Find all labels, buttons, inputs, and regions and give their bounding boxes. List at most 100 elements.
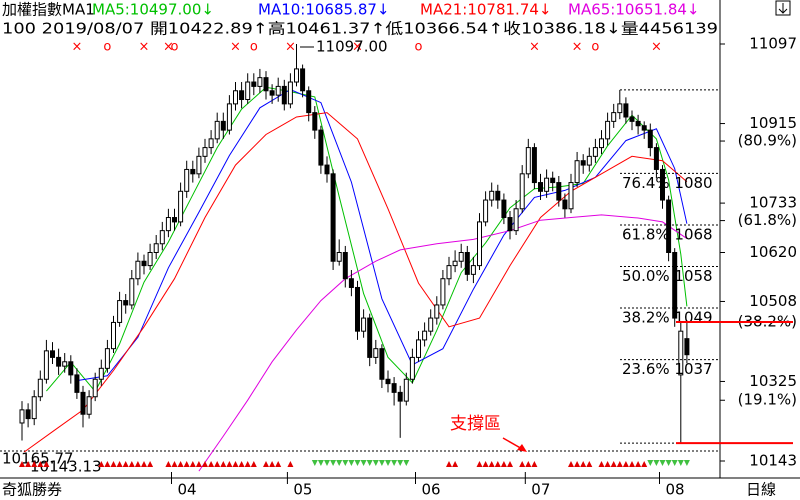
candle-body [80, 391, 86, 415]
fib-label: 23.6% 1037 [622, 360, 713, 378]
candle-body [202, 147, 208, 157]
signal-triangle [641, 461, 648, 467]
signal-triangle [250, 461, 257, 467]
ma-line [198, 214, 688, 472]
signal-triangle [177, 461, 184, 467]
candle-body [172, 217, 177, 223]
bar-info: 100 2019/08/07 開10422.89↑高10461.37↑低1036… [2, 20, 718, 38]
candle-body [409, 356, 415, 380]
legend-entry: MA21:10781.74↓ [420, 1, 551, 19]
signal-triangle [360, 460, 367, 466]
ma-line [76, 88, 688, 382]
signal-triangle [683, 460, 690, 466]
y-tick-label: (80.9%) [738, 132, 797, 150]
signal-triangle [189, 461, 196, 467]
candle-body [19, 409, 25, 424]
candle-body [68, 361, 74, 376]
y-tick-label: 10915 [749, 114, 797, 132]
signal-triangle [342, 460, 349, 466]
candle-body [574, 160, 580, 184]
candle-body [306, 90, 312, 114]
signal-triangle [452, 461, 459, 467]
signal-triangle [647, 460, 654, 466]
candle-body [178, 190, 184, 223]
signal: × [529, 40, 540, 55]
y-tick-label: (19.1%) [738, 391, 797, 409]
scroll-icon-arrow [778, 3, 788, 14]
candle-body [684, 338, 690, 356]
candle-body [165, 217, 171, 232]
signal-triangle [476, 461, 483, 467]
candle-body [611, 112, 617, 122]
candle-body [245, 81, 251, 101]
candle-body [324, 164, 330, 175]
candle-body [141, 260, 147, 267]
candle-body [391, 383, 397, 393]
candle-body [477, 221, 482, 267]
candle-body [592, 147, 598, 157]
y-tick-label: 10325 [749, 372, 797, 390]
signal-triangle [586, 461, 593, 467]
candle-body [660, 168, 665, 201]
candle-body [605, 120, 611, 140]
candle-body [275, 85, 281, 96]
signal-triangle [147, 461, 154, 467]
fib-label: 38.2% 1049 [622, 309, 713, 327]
ma-line [21, 112, 688, 455]
signal-triangle [635, 461, 642, 467]
candle-body [50, 350, 55, 358]
ma-lines [21, 86, 688, 472]
candle-body [617, 103, 623, 114]
y-tick-label: (61.8%) [738, 211, 797, 229]
candle-body [666, 199, 672, 253]
candle-body [647, 129, 653, 149]
candle-body [385, 378, 391, 385]
candle-body [562, 199, 568, 210]
candle-body [440, 278, 446, 306]
signal-triangle [116, 461, 123, 467]
signal-triangle [275, 461, 282, 467]
signal-triangle [244, 461, 251, 467]
fib-label: 61.8% 1068 [622, 225, 713, 243]
candle-body [226, 103, 232, 131]
candle-body [586, 155, 592, 166]
signal-triangle [220, 461, 227, 467]
signal: o [250, 40, 258, 55]
candle-body [446, 265, 452, 280]
signal-triangle [622, 461, 629, 467]
signal-triangle [378, 460, 385, 466]
candle-body [580, 160, 586, 166]
candle-body [147, 252, 153, 267]
candle-body [330, 173, 336, 262]
candle-body [501, 199, 507, 219]
signal-triangle [317, 460, 324, 466]
signal: o [591, 40, 599, 55]
candle-body [507, 217, 513, 232]
candle-body [104, 348, 110, 369]
candle-body [263, 77, 269, 92]
candle-body [672, 252, 678, 319]
signal-triangle [134, 461, 141, 467]
candle-body [678, 330, 684, 376]
signal-triangle [482, 461, 489, 467]
candle-body [25, 409, 31, 420]
candle-body [336, 252, 342, 262]
signal-triangle [19, 461, 25, 467]
signal-triangle [269, 461, 276, 467]
candle-body [312, 112, 318, 131]
signal-triangle [183, 461, 190, 467]
candle-body [196, 155, 202, 175]
signal-triangle [500, 461, 507, 467]
candle-body [208, 138, 214, 149]
candle-body [37, 378, 43, 398]
signal-triangle [629, 461, 635, 467]
candle-body [123, 300, 129, 306]
candle-body [519, 173, 525, 210]
signal-triangle [488, 461, 495, 467]
candle-body [98, 367, 104, 380]
signal: × [139, 40, 150, 55]
signal: × [230, 40, 241, 55]
candle-body [135, 260, 141, 280]
signal-triangle [348, 460, 355, 466]
